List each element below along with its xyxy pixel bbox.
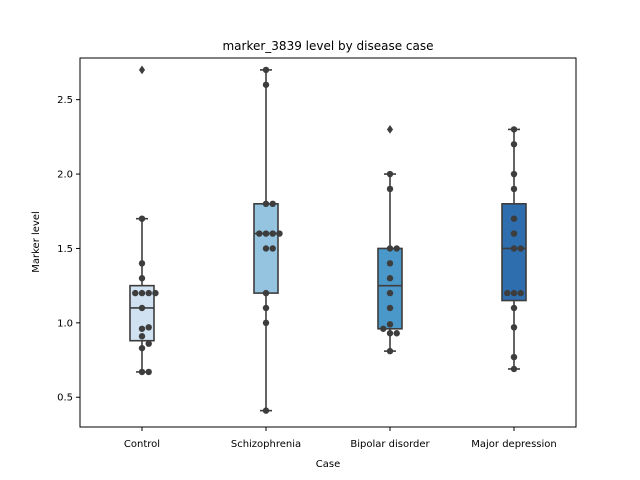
data-point <box>262 289 270 297</box>
data-point <box>262 407 270 414</box>
y-axis-title: Marker level <box>31 211 42 273</box>
data-point <box>510 304 518 312</box>
data-point <box>386 245 394 252</box>
data-point <box>145 289 152 297</box>
data-point <box>510 230 518 237</box>
data-point <box>262 81 270 88</box>
data-point <box>380 325 387 332</box>
data-point <box>517 245 524 252</box>
data-point <box>132 289 139 297</box>
data-point <box>145 324 152 331</box>
y-tick-label: 1.0 <box>57 318 73 329</box>
data-point <box>510 215 518 222</box>
data-point <box>269 200 276 208</box>
data-point <box>269 245 276 252</box>
data-point <box>262 245 270 252</box>
chart-title: marker_3839 level by disease case <box>222 39 433 53</box>
data-point <box>276 230 283 237</box>
outlier-marker <box>386 124 394 134</box>
data-point <box>138 304 146 312</box>
data-point <box>510 170 518 178</box>
data-point <box>386 304 394 312</box>
data-point <box>145 340 152 347</box>
data-point <box>386 260 394 267</box>
x-tick-label: Major depression <box>471 439 557 450</box>
data-point <box>510 141 518 148</box>
data-point <box>386 170 394 178</box>
data-point <box>504 289 511 297</box>
data-point <box>262 230 270 237</box>
data-point <box>138 325 146 332</box>
outlier-marker <box>138 65 146 75</box>
data-point <box>510 324 518 331</box>
data-point <box>262 319 270 327</box>
data-point <box>138 333 146 340</box>
data-point <box>386 347 394 355</box>
data-point <box>138 275 146 282</box>
data-point <box>393 330 400 337</box>
y-tick-label: 1.5 <box>57 244 73 255</box>
data-point <box>386 321 394 328</box>
x-tick-label: Bipolar disorder <box>350 439 430 450</box>
data-point <box>393 245 400 252</box>
data-point <box>256 230 263 237</box>
plot-frame <box>79 57 577 428</box>
data-point <box>152 289 159 297</box>
data-point <box>386 330 394 337</box>
x-tick-label: Control <box>124 439 160 450</box>
data-point <box>510 353 518 361</box>
data-point <box>386 289 394 297</box>
data-point <box>145 368 152 376</box>
data-point <box>517 289 524 297</box>
data-point <box>510 289 518 297</box>
data-point <box>262 66 270 74</box>
y-tick-label: 2.0 <box>57 170 73 181</box>
data-point <box>262 200 270 208</box>
data-point <box>138 368 146 376</box>
data-point <box>386 185 394 193</box>
data-point <box>510 245 518 252</box>
x-tick-label: Schizophrenia <box>231 439 301 450</box>
data-point <box>510 185 518 193</box>
data-point <box>262 304 270 312</box>
data-point <box>386 275 394 282</box>
data-point <box>138 344 146 352</box>
data-point <box>138 215 146 222</box>
data-point <box>138 289 146 297</box>
y-tick-label: 2.5 <box>57 95 73 106</box>
data-point <box>138 260 146 267</box>
plot-area: 0.5 1.0 1.5 2.0 2.5 Control Schizophrenia Bipol… <box>57 65 557 450</box>
data-point <box>510 126 518 133</box>
data-point <box>269 230 276 237</box>
x-axis-title: Case <box>316 459 340 470</box>
data-point <box>510 365 518 373</box>
y-tick-label: 0.5 <box>57 393 73 404</box>
